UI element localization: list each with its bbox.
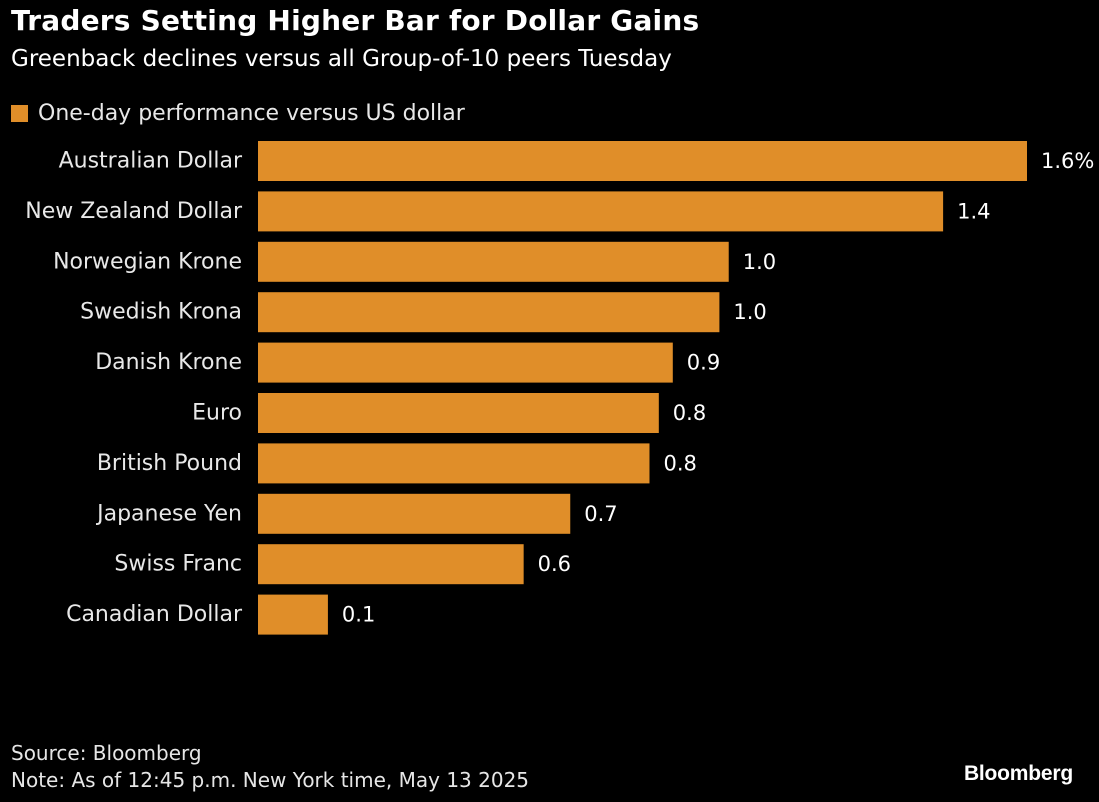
bar <box>258 342 673 383</box>
time-note: Note: As of 12:45 p.m. New York time, Ma… <box>11 768 530 792</box>
value-label: 0.8 <box>673 401 706 425</box>
category-label: Japanese Yen <box>95 501 242 526</box>
bar <box>258 493 571 534</box>
value-label: 1.6% <box>1041 149 1094 173</box>
value-label: 0.9 <box>687 351 720 375</box>
category-label: British Pound <box>97 451 242 476</box>
bar-chart: Australian Dollar 1.6% New Zealand Dollar 1… <box>25 141 1094 635</box>
bar <box>258 443 650 484</box>
value-label: 0.1 <box>342 603 375 627</box>
legend-label: One-day performance versus US dollar <box>38 100 465 126</box>
bloomberg-logo: Bloomberg <box>963 762 1073 785</box>
value-label: 0.6 <box>538 552 571 576</box>
category-label: Norwegian Krone <box>53 249 242 274</box>
category-label: Euro <box>192 401 242 426</box>
category-label: Swedish Krona <box>80 300 242 325</box>
chart-title: Traders Setting Higher Bar for Dollar Ga… <box>11 4 700 37</box>
bar <box>258 594 328 635</box>
category-label: Swiss Franc <box>114 552 242 577</box>
value-label: 0.8 <box>663 451 696 475</box>
bar <box>258 292 720 333</box>
legend: One-day performance versus US dollar <box>11 98 465 128</box>
category-label: Canadian Dollar <box>66 602 243 627</box>
bar <box>258 393 659 433</box>
footer: Source: Bloomberg Note: As of 12:45 p.m.… <box>11 740 529 794</box>
category-label: Danish Krone <box>95 350 242 375</box>
bar <box>258 141 1027 181</box>
bar <box>258 241 729 282</box>
value-label: 1.0 <box>743 250 776 274</box>
legend-swatch <box>11 104 28 122</box>
category-label: Australian Dollar <box>59 149 243 174</box>
bar <box>258 191 944 232</box>
source-note: Source: Bloomberg <box>11 741 202 765</box>
category-label: New Zealand Dollar <box>25 199 243 224</box>
value-label: 0.7 <box>584 502 617 526</box>
value-label: 1.0 <box>733 300 766 324</box>
value-label: 1.4 <box>957 199 990 223</box>
bar <box>258 544 524 585</box>
chart-subtitle: Greenback declines versus all Group-of-1… <box>11 46 672 72</box>
